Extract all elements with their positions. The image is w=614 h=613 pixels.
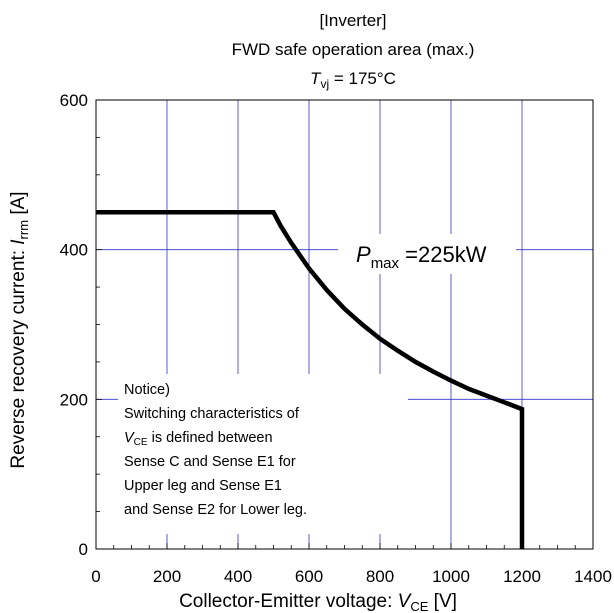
notice-vce-symbol: V [124, 430, 135, 446]
x-axis-subscript: CE [410, 599, 428, 613]
y-axis-symbol: I [8, 239, 29, 245]
pmax-symbol: P [356, 242, 371, 267]
pmax-value: =225kW [399, 242, 487, 267]
notice-line2: Switching characteristics of [124, 406, 300, 422]
x-tick-label: 200 [153, 567, 181, 586]
x-tick-label: 1200 [503, 567, 541, 586]
y-tick-label: 600 [60, 91, 88, 110]
notice-box [118, 374, 408, 534]
notice-line4: Sense C and Sense E1 for [124, 454, 296, 470]
chart-title-line2: FWD safe operation area (max.) [232, 40, 475, 59]
y-tick-labels: 0 200 400 600 [60, 91, 88, 559]
notice-line3: VCE is defined between [124, 430, 273, 448]
x-axis-symbol: V [398, 591, 413, 612]
y-axis-label-text: Reverse recovery current: [8, 245, 29, 469]
notice-line6: and Sense E2 for Lower leg. [124, 502, 307, 518]
y-tick-label: 400 [60, 241, 88, 260]
x-axis-label-text: Collector-Emitter voltage: [179, 591, 398, 612]
y-axis-label: Reverse recovery current: Irrm [A] [8, 191, 31, 468]
y-tick-label: 200 [60, 390, 88, 409]
x-tick-label: 400 [224, 567, 252, 586]
y-axis-unit: [A] [8, 191, 29, 220]
plot-frame [95, 99, 594, 550]
x-tick-label: 800 [366, 567, 394, 586]
y-axis-subscript: rrm [16, 220, 31, 240]
series-line-soa [96, 210, 525, 549]
pmax-annotation: Pmax =225kW [356, 242, 487, 272]
notice-line3-rest: is defined between [148, 430, 273, 446]
x-tick-label: 1000 [432, 567, 470, 586]
tvj-subscript: vj [320, 77, 329, 91]
x-tick-label: 1400 [574, 567, 612, 586]
x-tick-labels: 0 200 400 600 800 1000 1200 1400 [91, 567, 612, 586]
x-tick-label: 600 [295, 567, 323, 586]
notice-line5: Upper leg and Sense E1 [124, 478, 282, 494]
x-axis-unit: [V] [428, 591, 457, 612]
x-tick-label: 0 [91, 567, 100, 586]
pmax-subscript: max [371, 255, 400, 272]
notice-line1: Notice) [124, 382, 170, 398]
tvj-value: = 175°C [329, 69, 396, 88]
x-axis-label: Collector-Emitter voltage: VCE [V] [179, 591, 457, 613]
chart-title-line1: [Inverter] [319, 11, 386, 30]
chart-title-tvj: Tvj = 175°C [310, 69, 396, 91]
notice-vce-subscript: CE [134, 437, 148, 448]
tvj-symbol: T [310, 69, 322, 88]
y-tick-label: 0 [79, 540, 88, 559]
pmax-annotation-background [338, 234, 516, 274]
